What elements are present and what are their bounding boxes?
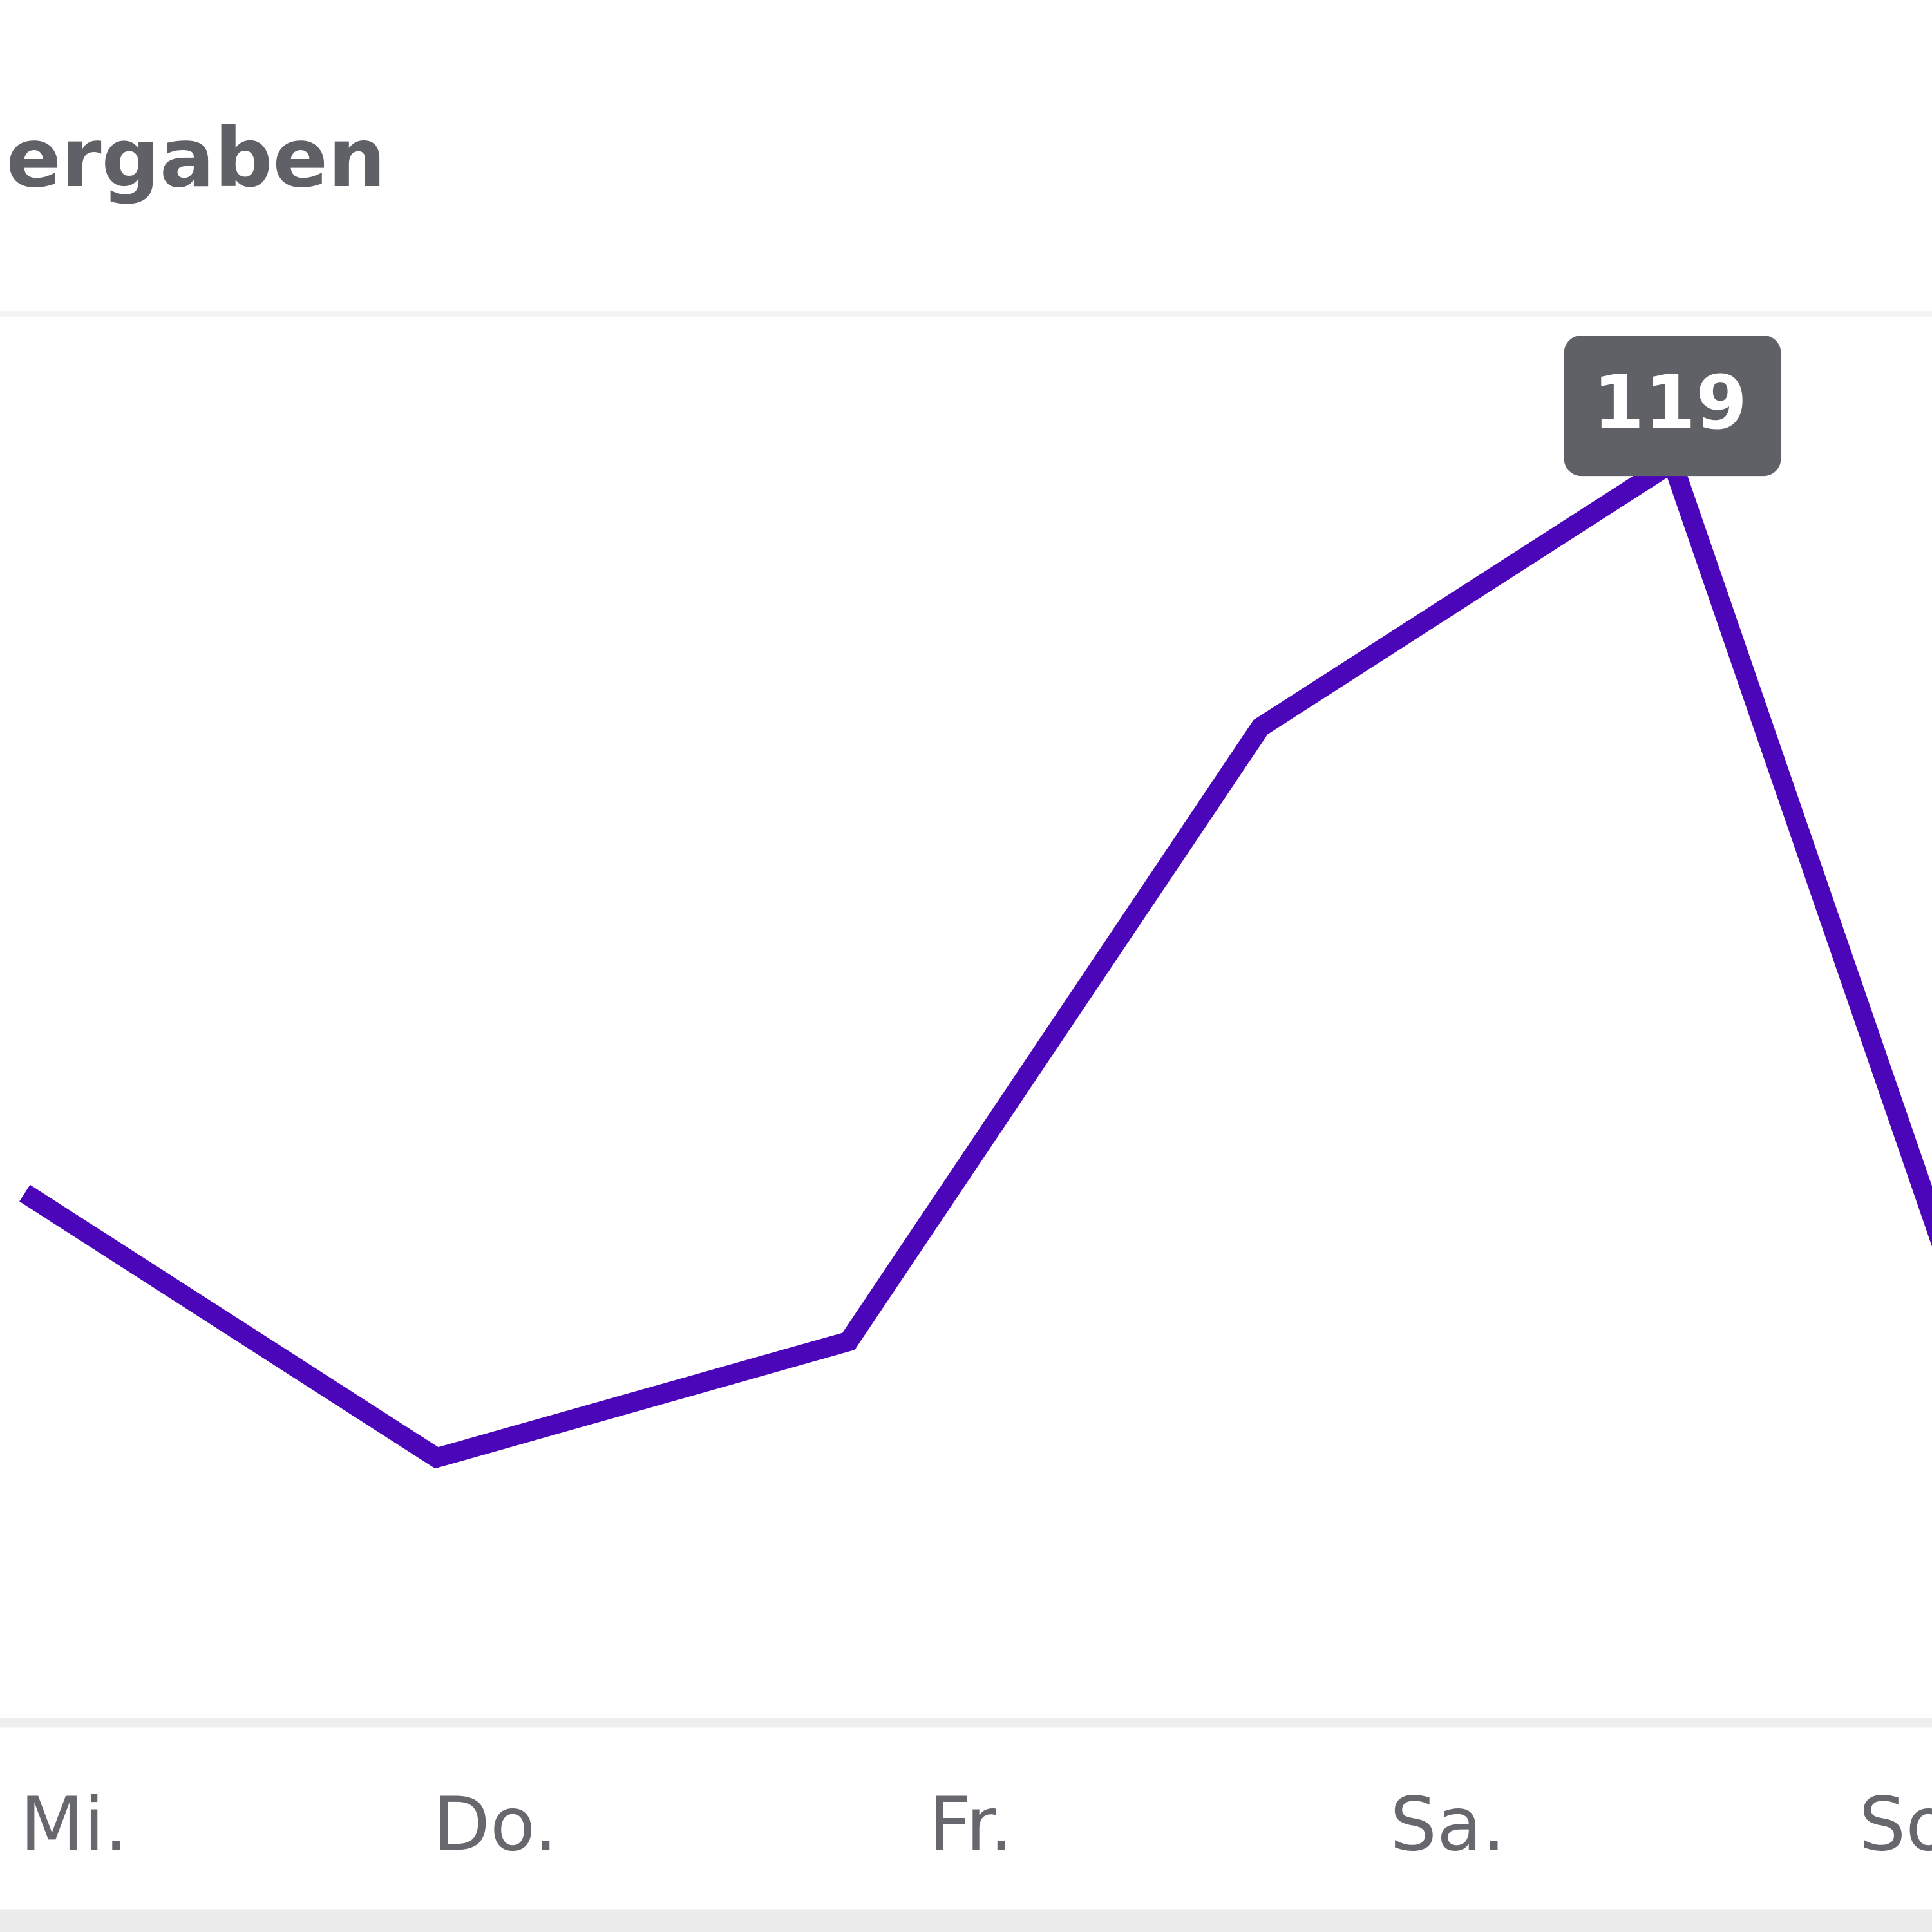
x-tick-label: Mi. bbox=[20, 1781, 128, 1868]
x-tick-label: Fr. bbox=[929, 1781, 1013, 1868]
bottom-edge bbox=[0, 1909, 1932, 1932]
x-tick-label: Sa. bbox=[1390, 1781, 1506, 1868]
tooltip-value: 119 bbox=[1593, 360, 1747, 446]
data-line bbox=[19, 447, 1932, 1469]
x-tick-label: Do. bbox=[433, 1781, 558, 1868]
x-tick-label: So. bbox=[1859, 1781, 1932, 1868]
chart-title: ergaben bbox=[6, 111, 386, 205]
tooltip-box bbox=[1564, 336, 1781, 477]
